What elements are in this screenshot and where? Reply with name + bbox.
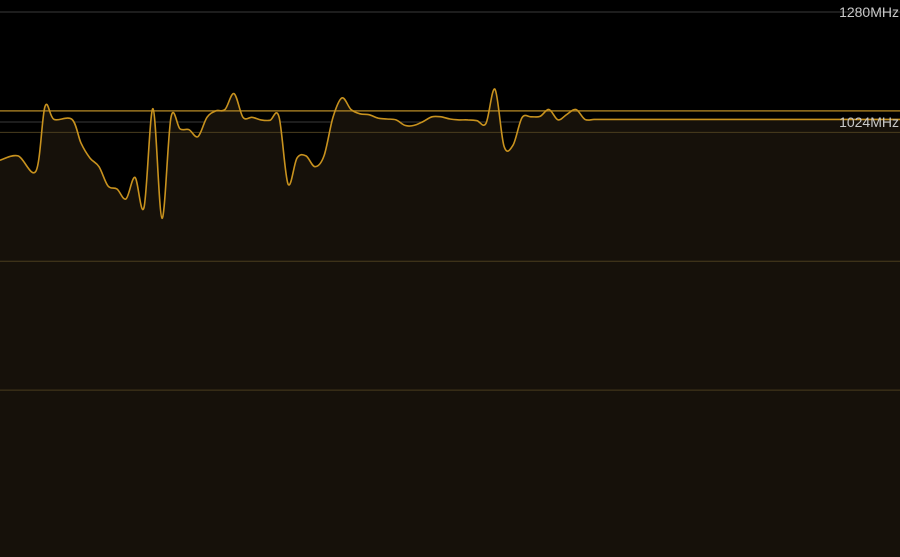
- series-area-fill: [0, 88, 900, 557]
- area-layer: [0, 88, 900, 557]
- y-tick-label-1024: 1024MHz: [839, 114, 899, 130]
- series-line: [0, 88, 900, 220]
- y-tick-label-1280: 1280MHz: [839, 4, 899, 20]
- label-layer: 1280MHz 1024MHz: [839, 4, 899, 130]
